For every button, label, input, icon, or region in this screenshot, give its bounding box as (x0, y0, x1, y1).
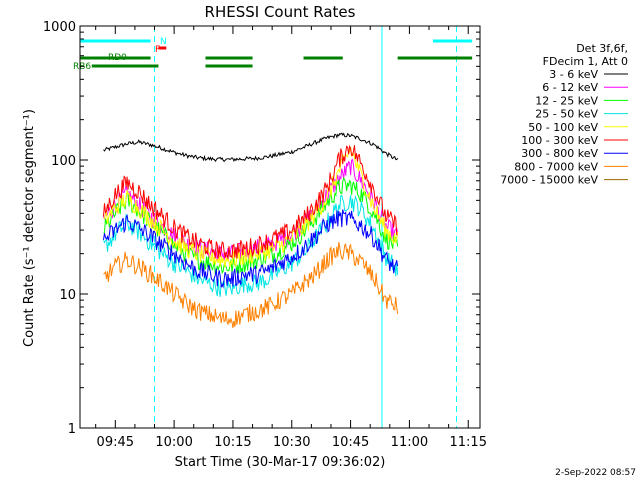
series-lines (103, 132, 399, 328)
legend-entry-label: 50 - 100 keV (528, 121, 598, 134)
plot-frame (79, 25, 481, 429)
series-line (103, 209, 399, 289)
x-tick-label: 10:30 (273, 435, 310, 450)
x-tick-label: 10:00 (155, 435, 192, 450)
legend-entry-label: 12 - 25 keV (535, 94, 598, 107)
segment-label-rb6: RB6 (73, 62, 91, 72)
segment-label-rd0: RD0 (108, 53, 127, 63)
attenuator-segments: NF RD0 RB6 (73, 37, 473, 72)
chart-title: RHESSI Count Rates (205, 3, 356, 21)
legend-entry-label: 25 - 50 keV (535, 108, 598, 121)
legend-title-line: FDecim 1, Att 0 (543, 55, 628, 68)
series-line (103, 132, 399, 163)
legend-entry-label: 7000 - 15000 keV (500, 174, 598, 187)
x-axis-label: Start Time (30-Mar-17 09:36:02) (175, 455, 386, 470)
legend-entry-label: 300 - 800 keV (521, 147, 598, 160)
y-tick-label: 10 (59, 288, 76, 303)
x-tick-label: 10:15 (214, 435, 251, 450)
legend-entry-label: 6 - 12 keV (542, 81, 598, 94)
x-tick-label: 11:15 (450, 435, 487, 450)
segment-label-n: N (160, 37, 167, 47)
y-axis-label: Count Rate (s⁻¹ detector segment⁻¹) (22, 109, 37, 347)
x-tick-label: 09:45 (97, 435, 134, 450)
x-tick-label: 10:45 (332, 435, 369, 450)
x-tick-label: 11:00 (391, 435, 428, 450)
y-tick-label: 1000 (43, 20, 76, 35)
legend-entry-label: 100 - 300 keV (521, 134, 598, 147)
legend-entry-label: 800 - 7000 keV (514, 160, 598, 173)
series-line (103, 194, 399, 297)
y-tick-label: 100 (51, 154, 76, 169)
series-line (103, 242, 399, 328)
legend-title-line: Det 3f,6f, (576, 42, 628, 55)
footer-date: 2-Sep-2022 08:57 (555, 468, 636, 478)
axes: 1 10 100 1000 09:45 10:00 10:15 10:30 10:45 11:00… (43, 20, 487, 450)
y-tick-label: 1 (68, 422, 76, 437)
segment-label-f: F (155, 45, 160, 55)
legend-entry-label: 3 - 6 keV (549, 68, 598, 81)
series-line (103, 144, 398, 260)
